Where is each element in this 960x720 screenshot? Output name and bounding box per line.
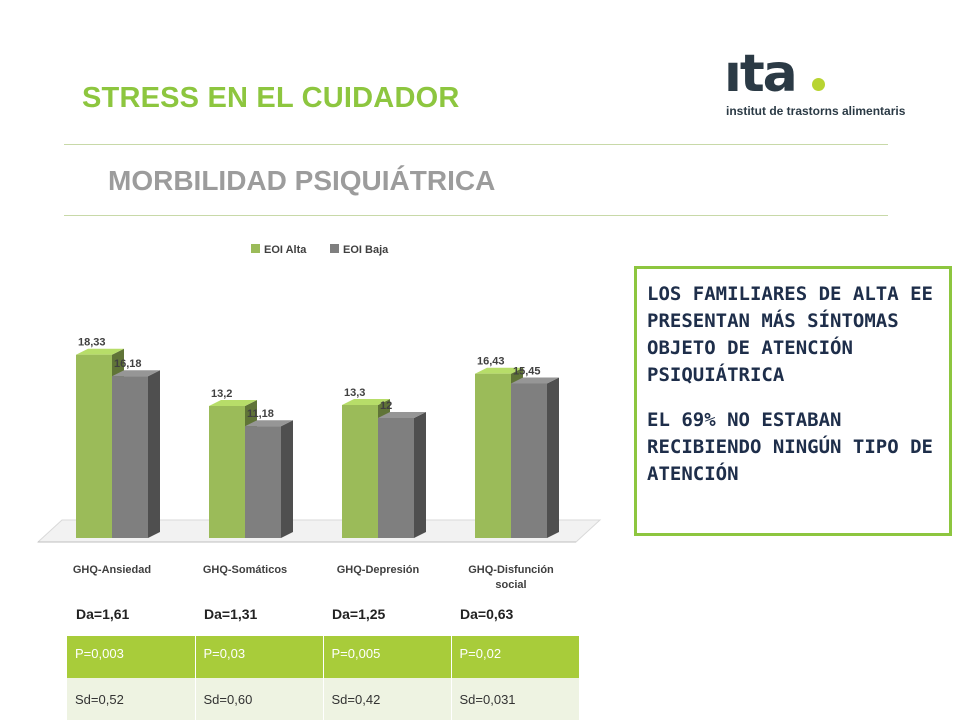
- bar-value-label: 12: [380, 400, 392, 412]
- bar-top: [76, 348, 124, 355]
- p-value-row: P=0,003 P=0,03 P=0,005 P=0,02: [67, 636, 580, 678]
- legend-swatch: [330, 244, 339, 253]
- stats-table: P=0,003 P=0,03 P=0,005 P=0,02 Sd=0,52 Sd…: [67, 636, 580, 720]
- bar: [245, 426, 281, 538]
- bar-value-label: 13,3: [344, 387, 365, 399]
- bar: [112, 376, 148, 538]
- bar-top: [209, 400, 257, 406]
- bar-top: [475, 367, 523, 374]
- slide-title: STRESS EN EL CUIDADOR: [82, 82, 460, 114]
- callout-paragraph-1: LOS FAMILIARES DE ALTA EE PRESENTAN MÁS …: [647, 283, 933, 386]
- category-label: GHQ-Disfunción: [468, 564, 554, 576]
- bar-top: [112, 370, 160, 377]
- ita-logo: ıta institut de trastorns alimentaris: [724, 44, 906, 120]
- p-value-cell: P=0,005: [323, 636, 452, 678]
- bar: [378, 418, 414, 538]
- bar: [511, 383, 547, 538]
- legend-label: EOI Alta: [264, 244, 307, 256]
- bar: [76, 354, 112, 538]
- ghq-bar-chart: EOI Alta EOI Baja 18,33 16,18 GHQ-Ansiedad 13…: [36, 244, 602, 591]
- da-value: Da=1,25: [332, 606, 386, 622]
- bar-value-label: 13,2: [211, 388, 232, 400]
- bar: [209, 406, 245, 538]
- bar: [342, 405, 378, 538]
- bar-value-label: 16,18: [114, 358, 142, 370]
- sd-value-cell: Sd=0,031: [451, 678, 580, 720]
- bar-value-label: 15,45: [513, 366, 541, 378]
- category-label: GHQ-Depresión: [337, 564, 420, 576]
- bar-side: [148, 370, 160, 538]
- sd-value-cell: Sd=0,42: [323, 678, 452, 720]
- bar-side: [547, 377, 559, 538]
- p-value-cell: P=0,003: [67, 636, 196, 678]
- subtitle-divider: [64, 215, 888, 216]
- legend-swatch: [251, 244, 260, 253]
- slide-subtitle: MORBILIDAD PSIQUIÁTRICA: [108, 165, 496, 196]
- logo-wordmark: ıta: [724, 44, 798, 104]
- bar-side: [414, 412, 426, 538]
- logo-dot-icon: [812, 78, 825, 91]
- bar-value-label: 18,33: [78, 337, 106, 349]
- category-label: GHQ-Ansiedad: [73, 564, 151, 576]
- logo-tagline: institut de trastorns alimentaris: [726, 104, 906, 118]
- p-value-cell: P=0,03: [195, 636, 324, 678]
- conclusion-callout: LOS FAMILIARES DE ALTA EE PRESENTAN MÁS …: [634, 266, 952, 536]
- da-value: Da=1,61: [76, 606, 130, 622]
- sd-value-row: Sd=0,52 Sd=0,60 Sd=0,42 Sd=0,031: [67, 678, 580, 720]
- category-label: social: [495, 579, 526, 591]
- bar-top: [245, 420, 293, 427]
- bar-top: [342, 399, 390, 405]
- bar-side: [281, 420, 293, 538]
- category-label: GHQ-Somáticos: [203, 564, 287, 576]
- bar-value-label: 16,43: [477, 356, 505, 368]
- title-divider: [64, 144, 888, 145]
- bar: [475, 373, 511, 538]
- sd-value-cell: Sd=0,52: [67, 678, 196, 720]
- bar-top: [378, 412, 426, 418]
- da-value: Da=1,31: [204, 606, 258, 622]
- p-value-cell: P=0,02: [451, 636, 580, 678]
- legend-label: EOI Baja: [343, 244, 389, 256]
- da-value: Da=0,63: [460, 606, 514, 622]
- bar-value-label: 11,18: [247, 408, 274, 420]
- callout-paragraph-2: EL 69% NO ESTABAN RECIBIENDO NINGÚN TIPO…: [647, 409, 933, 485]
- sd-value-cell: Sd=0,60: [195, 678, 324, 720]
- bar-top: [511, 377, 559, 384]
